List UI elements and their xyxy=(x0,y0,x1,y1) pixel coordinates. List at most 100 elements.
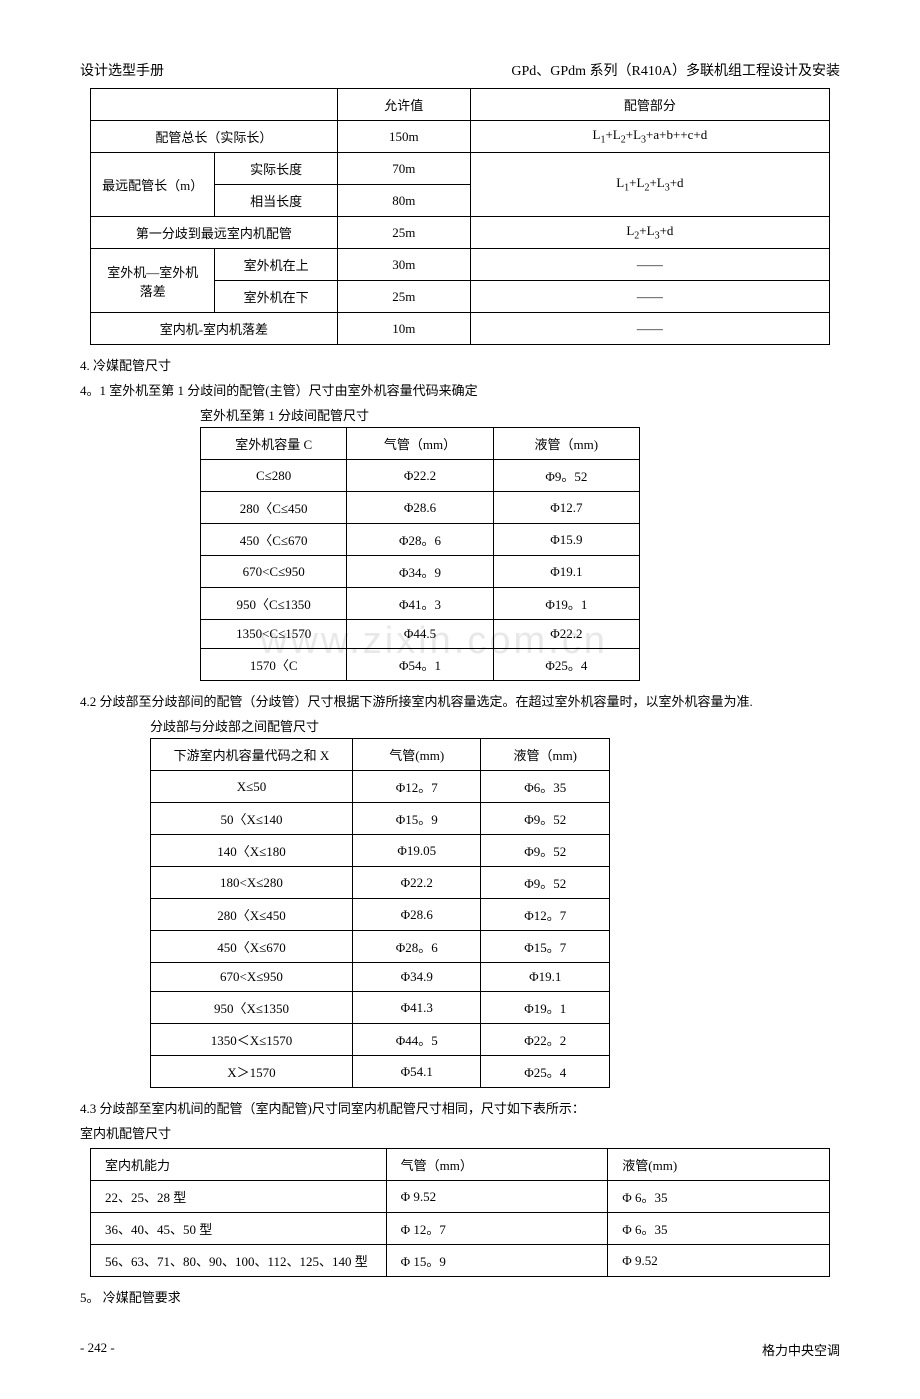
table4-caption: 室内机配管尺寸 xyxy=(80,1123,840,1142)
t1-r6-c2: 室外机在下 xyxy=(215,281,337,313)
t4c: Φ 15。9 xyxy=(386,1245,608,1277)
t2c: Φ22.2 xyxy=(493,620,639,649)
header-right: GPd、GPdm 系列（R410A）多联机组工程设计及安装 xyxy=(511,60,840,80)
table-indoor-pipe: 室内机能力 气管（mm） 液管(mm) 22、25、28 型Φ 9.52Φ 6。… xyxy=(90,1148,830,1277)
t2c: Φ19.1 xyxy=(493,556,639,588)
t3c: Φ41.3 xyxy=(352,992,481,1024)
t4c: Φ 6。35 xyxy=(608,1181,830,1213)
table2-caption: 室外机至第 1 分歧间配管尺寸 xyxy=(200,405,840,424)
t4c: Φ 9.52 xyxy=(608,1245,830,1277)
t1-h-allow: 允许值 xyxy=(337,89,470,121)
page-number: - 242 - xyxy=(80,1340,115,1359)
t1-r2-c3: 70m xyxy=(337,153,470,185)
t1-r4-c2: 25m xyxy=(337,217,470,249)
t3c: Φ6。35 xyxy=(481,771,610,803)
t2c: Φ34。9 xyxy=(347,556,493,588)
t3c: X＞1570 xyxy=(151,1056,353,1088)
t1-r7-c1: 室内机-室内机落差 xyxy=(91,313,338,345)
t1-r3-c2: 相当长度 xyxy=(215,185,337,217)
t2c: Φ54。1 xyxy=(347,649,493,681)
t2c: Φ28。6 xyxy=(347,524,493,556)
t4c: 36、40、45、50 型 xyxy=(91,1213,387,1245)
t1-r1-c1: 配管总长（实际长） xyxy=(91,121,338,153)
header-left: 设计选型手册 xyxy=(80,60,164,80)
t2c: Φ9。52 xyxy=(493,460,639,492)
t2c: Φ15.9 xyxy=(493,524,639,556)
t4c: Φ 6。35 xyxy=(608,1213,830,1245)
t2c: Φ41。3 xyxy=(347,588,493,620)
t4c: Φ 12。7 xyxy=(386,1213,608,1245)
t2c: Φ25。4 xyxy=(493,649,639,681)
t3c: 1350＜X≤1570 xyxy=(151,1024,353,1056)
t1-r5-c1: 室外机—室外机落差 xyxy=(91,249,215,313)
t2c: 950〈C≤1350 xyxy=(201,588,347,620)
section-4-2: 4.2 分歧部至分歧部间的配管（分歧管）尺寸根据下游所接室内机容量选定。在超过室… xyxy=(80,691,840,710)
t3c: Φ19。1 xyxy=(481,992,610,1024)
section-4-1: 4。1 室外机至第 1 分歧间的配管(主管）尺寸由室外机容量代码来确定 xyxy=(80,380,840,399)
t1-r1-c2: 150m xyxy=(337,121,470,153)
t1-r6-c4: —— xyxy=(470,281,829,313)
t2c: 1350<C≤1570 xyxy=(201,620,347,649)
t3c: Φ22。2 xyxy=(481,1024,610,1056)
t2c: 1570〈C xyxy=(201,649,347,681)
t3c: Φ12。7 xyxy=(352,771,481,803)
t1-r5-c4: —— xyxy=(470,249,829,281)
t2-h3: 液管（mm) xyxy=(493,428,639,460)
t1-r1-c3: L1+L2+L3+a+b++c+d xyxy=(470,121,829,153)
t3-h2: 气管(mm) xyxy=(352,739,481,771)
table-pipe-length: 允许值 配管部分 配管总长（实际长） 150m L1+L2+L3+a+b++c+… xyxy=(90,88,830,345)
t1-r2-c1: 最远配管长（m） xyxy=(91,153,215,217)
t3c: Φ25。4 xyxy=(481,1056,610,1088)
t1-r6-c3: 25m xyxy=(337,281,470,313)
t2-h1: 室外机容量 C xyxy=(201,428,347,460)
t1-r5-c3: 30m xyxy=(337,249,470,281)
t3c: Φ19.1 xyxy=(481,963,610,992)
t1-r4-c3: L2+L3+d xyxy=(470,217,829,249)
t1-r3-c3: 80m xyxy=(337,185,470,217)
t2c: Φ22.2 xyxy=(347,460,493,492)
t3c: Φ12。7 xyxy=(481,899,610,931)
table3-caption: 分歧部与分歧部之间配管尺寸 xyxy=(150,716,840,735)
t3c: Φ15。7 xyxy=(481,931,610,963)
t2-h2: 气管（mm） xyxy=(347,428,493,460)
t3c: Φ9。52 xyxy=(481,835,610,867)
t3c: Φ28。6 xyxy=(352,931,481,963)
t1-r5-c2: 室外机在上 xyxy=(215,249,337,281)
section-5: 5。 冷媒配管要求 xyxy=(80,1287,840,1306)
t2c: 280〈C≤450 xyxy=(201,492,347,524)
footer-brand: 格力中央空调 xyxy=(762,1340,840,1359)
t3c: 140〈X≤180 xyxy=(151,835,353,867)
t2c: C≤280 xyxy=(201,460,347,492)
t3c: Φ15。9 xyxy=(352,803,481,835)
t1-h-part: 配管部分 xyxy=(470,89,829,121)
t3c: 180<X≤280 xyxy=(151,867,353,899)
t4-h1: 室内机能力 xyxy=(91,1149,387,1181)
t3-h1: 下游室内机容量代码之和 X xyxy=(151,739,353,771)
t2c: 450〈C≤670 xyxy=(201,524,347,556)
t2c: Φ28.6 xyxy=(347,492,493,524)
t1-r7-c2: 10m xyxy=(337,313,470,345)
t4-h3: 液管(mm) xyxy=(608,1149,830,1181)
t3c: 280〈X≤450 xyxy=(151,899,353,931)
t3c: Φ19.05 xyxy=(352,835,481,867)
t3c: Φ34.9 xyxy=(352,963,481,992)
t2c: Φ44.5 xyxy=(347,620,493,649)
t3c: X≤50 xyxy=(151,771,353,803)
section-4-title: 4. 冷媒配管尺寸 xyxy=(80,355,840,374)
t4c: 56、63、71、80、90、100、112、125、140 型 xyxy=(91,1245,387,1277)
t1-r4-c1: 第一分歧到最远室内机配管 xyxy=(91,217,338,249)
table-outdoor-pipe: 室外机容量 C 气管（mm） 液管（mm) C≤280Φ22.2Φ9。52 28… xyxy=(200,427,640,681)
t4c: Φ 9.52 xyxy=(386,1181,608,1213)
t3c: Φ54.1 xyxy=(352,1056,481,1088)
table-branch-pipe: 下游室内机容量代码之和 X 气管(mm) 液管（mm) X≤50Φ12。7Φ6。… xyxy=(150,738,610,1088)
t2c: Φ12.7 xyxy=(493,492,639,524)
t3c: Φ9。52 xyxy=(481,803,610,835)
t4c: 22、25、28 型 xyxy=(91,1181,387,1213)
t3c: Φ28.6 xyxy=(352,899,481,931)
t2c: Φ19。1 xyxy=(493,588,639,620)
t3c: 50〈X≤140 xyxy=(151,803,353,835)
t4-h2: 气管（mm） xyxy=(386,1149,608,1181)
t3c: Φ9。52 xyxy=(481,867,610,899)
t3c: 950〈X≤1350 xyxy=(151,992,353,1024)
t3-h3: 液管（mm) xyxy=(481,739,610,771)
